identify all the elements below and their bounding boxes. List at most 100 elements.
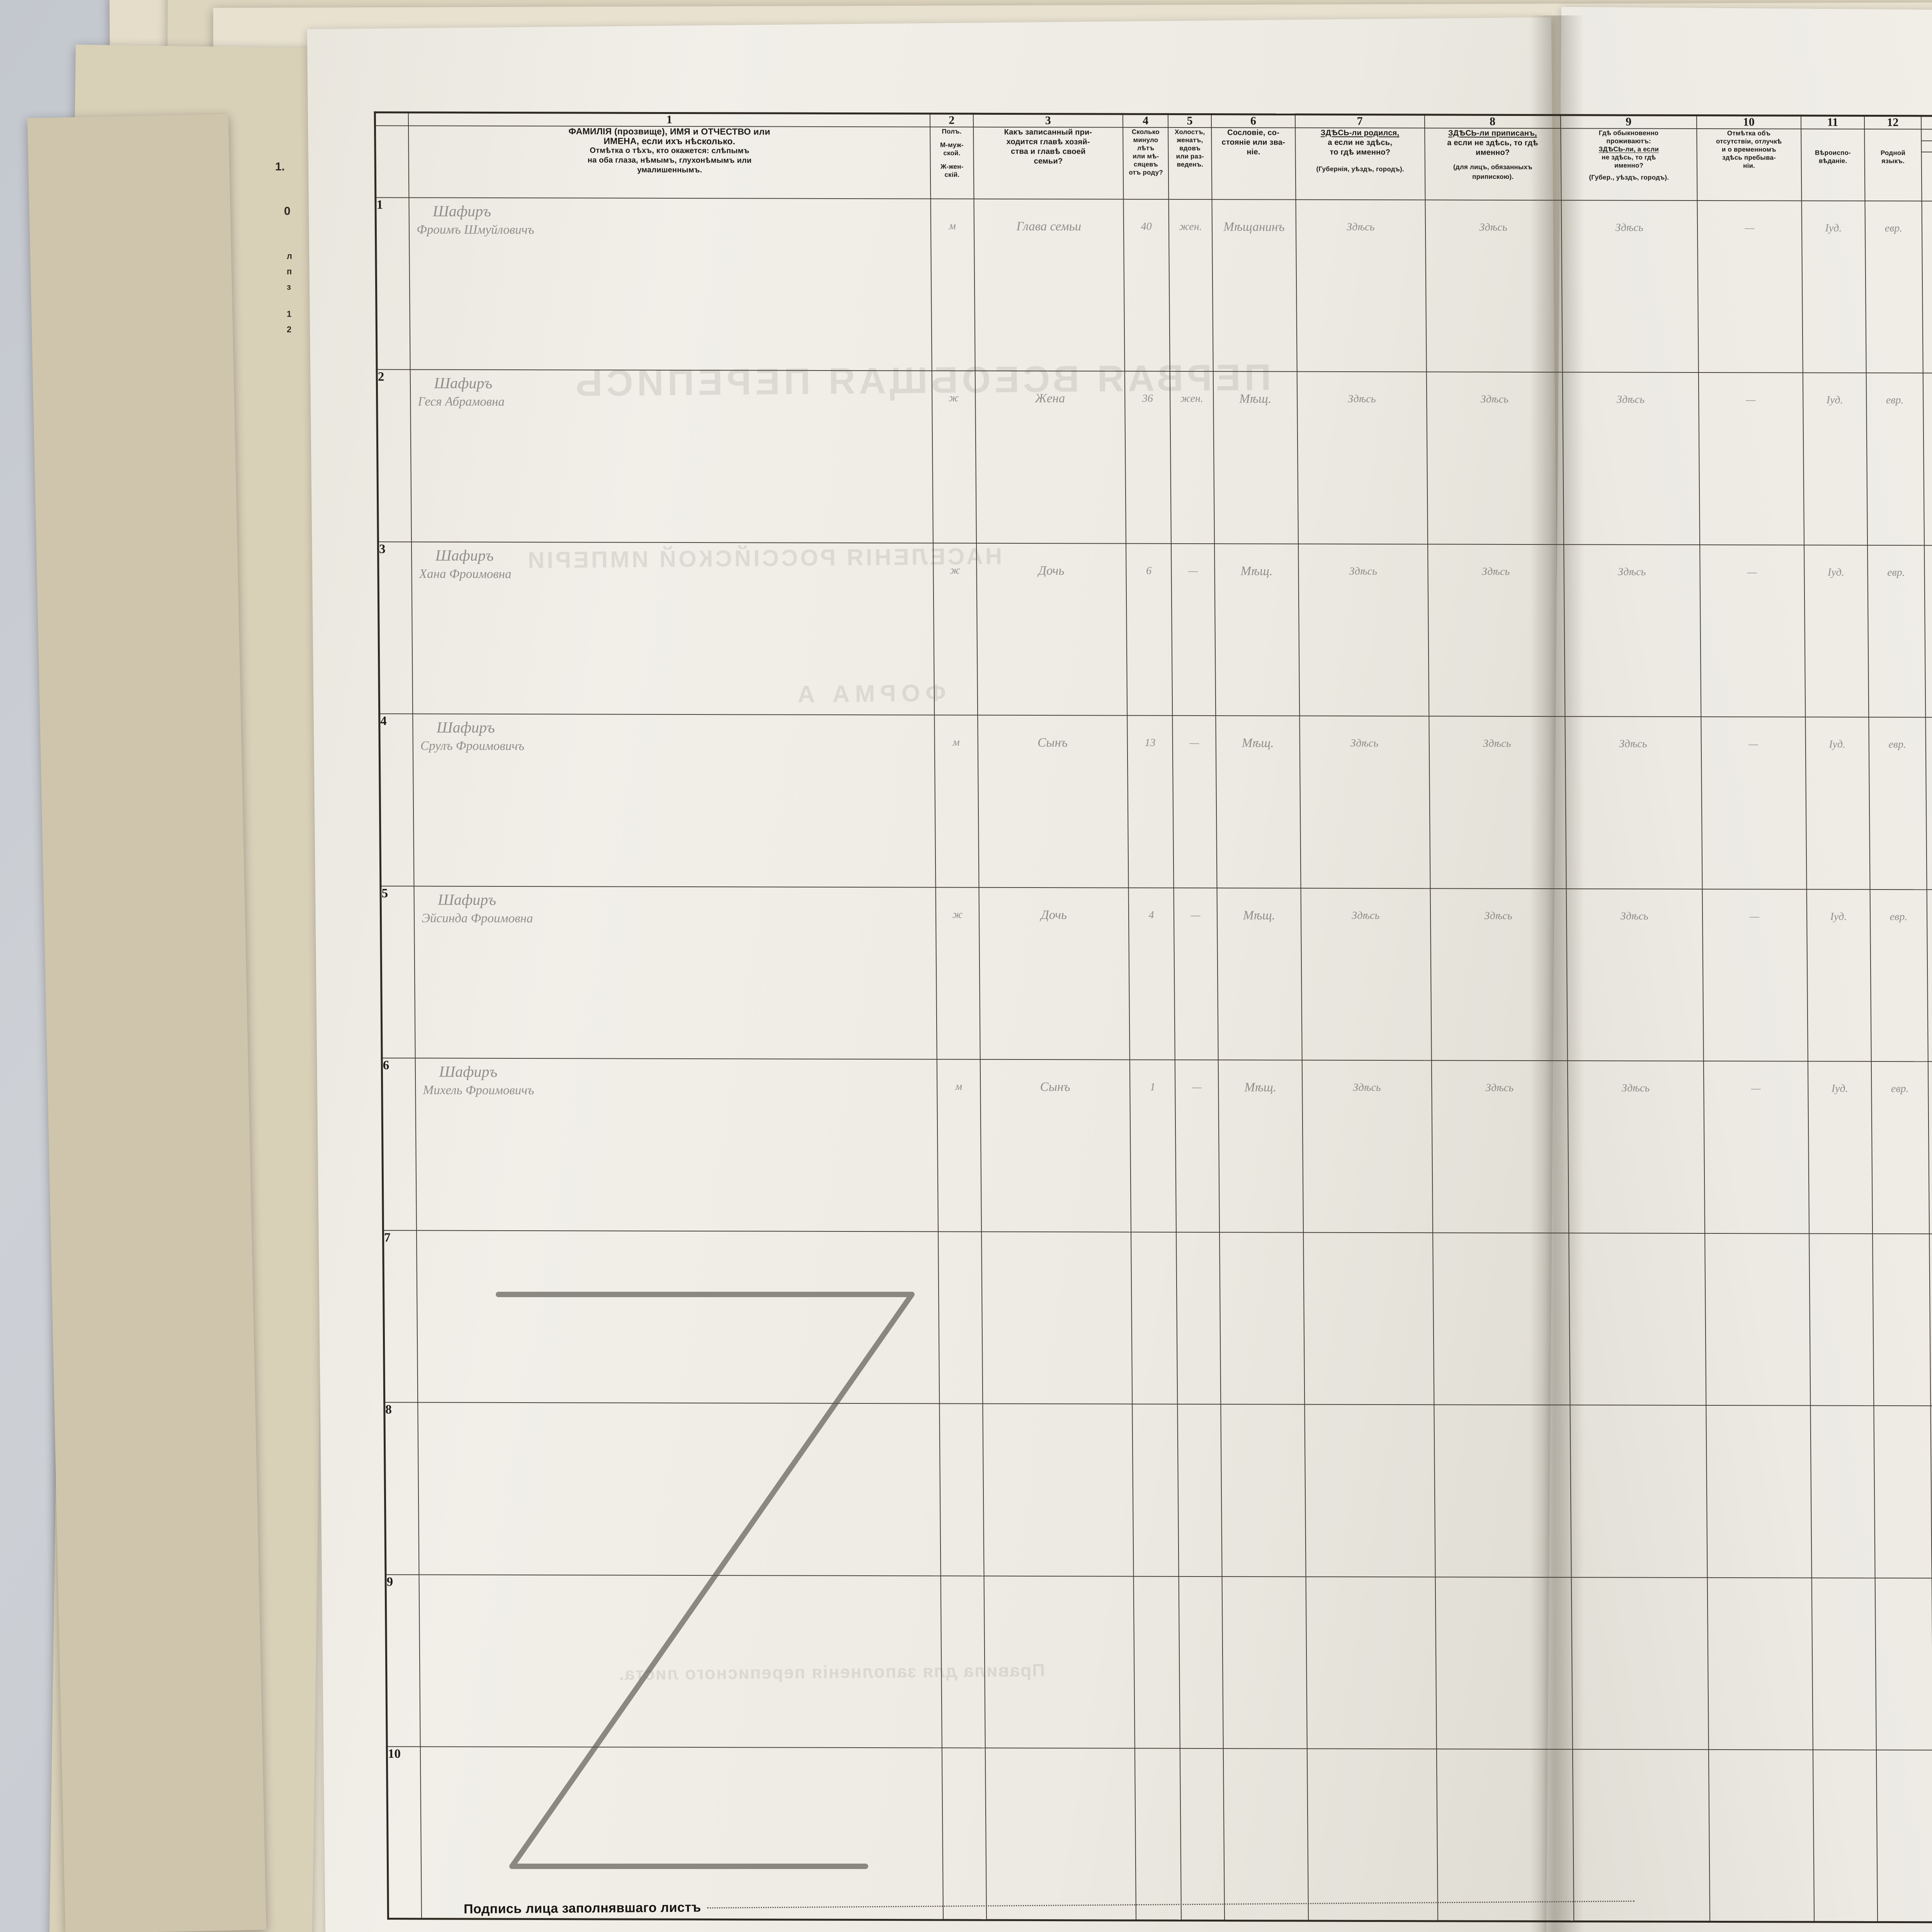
table-row[interactable]: 2 Шафиръ Геся Абрамовна ж Жена 36 жен. Мѣщ. Здѣс…	[377, 369, 1932, 547]
table-row[interactable]: 3 Шафиръ Хана Фроимовна ж Дочь 6 — Мѣщ. Здѣсь Здѣ…	[378, 541, 1932, 719]
cell-birthplace[interactable]: Здѣсь	[1297, 371, 1428, 544]
cell-assigned[interactable]: Здѣсь	[1429, 716, 1566, 889]
cell-name[interactable]: Шафиръ Эйсиндa Фроимовна	[414, 886, 937, 1060]
cell-relation[interactable]: Дочь	[979, 887, 1130, 1060]
cell-absence[interactable]: —	[1701, 717, 1807, 889]
cell-estate[interactable]: Мѣщ.	[1213, 371, 1298, 544]
cell-age[interactable]: 36	[1124, 371, 1172, 544]
cell-absence[interactable]	[1704, 1233, 1811, 1406]
cell-assigned[interactable]	[1434, 1405, 1571, 1577]
cell-sex[interactable]: м	[930, 199, 975, 371]
cell-age[interactable]	[1131, 1232, 1178, 1404]
cell-age[interactable]: 4	[1128, 888, 1175, 1060]
cell-residence[interactable]	[1571, 1577, 1709, 1750]
cell-literate[interactable]: негр.	[1927, 889, 1932, 1062]
cell-relation[interactable]	[982, 1403, 1134, 1577]
cell-estate[interactable]: Мѣщ.	[1218, 1060, 1304, 1233]
cell-birthplace[interactable]	[1303, 1232, 1434, 1405]
cell-estate[interactable]	[1219, 1232, 1305, 1405]
cell-faith[interactable]: Іуд.	[1808, 1061, 1873, 1234]
cell-literate[interactable]: чит.	[1922, 201, 1932, 373]
cell-sex[interactable]	[939, 1403, 984, 1576]
cell-marital[interactable]	[1180, 1748, 1225, 1921]
cell-absence[interactable]: —	[1698, 372, 1804, 545]
cell-name[interactable]: Шафиръ Фроимъ Шмуйловичъ	[409, 197, 932, 371]
cell-birthplace[interactable]	[1304, 1404, 1435, 1577]
cell-absence[interactable]: —	[1703, 1061, 1809, 1234]
cell-assigned[interactable]: Здѣсь	[1431, 1060, 1569, 1233]
cell-faith[interactable]: Іуд.	[1803, 372, 1868, 545]
cell-name[interactable]	[417, 1230, 940, 1404]
cell-name[interactable]: Шафиръ Срулъ Фроимовичъ	[413, 714, 936, 888]
cell-residence[interactable]: Здѣсь	[1561, 200, 1699, 373]
cell-name[interactable]	[419, 1574, 942, 1748]
cell-sex[interactable]: м	[937, 1059, 981, 1232]
cell-age[interactable]: 13	[1127, 715, 1174, 888]
cell-age[interactable]	[1132, 1404, 1179, 1577]
cell-age[interactable]: 6	[1126, 543, 1173, 716]
table-row[interactable]: 812	[384, 1402, 1932, 1580]
cell-absence[interactable]: —	[1697, 200, 1803, 373]
cell-marital[interactable]: жен.	[1168, 199, 1213, 372]
cell-residence[interactable]	[1570, 1405, 1708, 1578]
cell-sex[interactable]: ж	[933, 543, 978, 715]
cell-absence[interactable]: —	[1699, 544, 1806, 717]
cell-birthplace[interactable]: Здѣсь	[1302, 1060, 1433, 1233]
cell-estate[interactable]: Мѣщ.	[1214, 543, 1300, 716]
cell-birthplace[interactable]: Здѣсь	[1296, 199, 1427, 372]
cell-literate[interactable]: чит.	[1925, 717, 1932, 890]
cell-faith[interactable]	[1809, 1233, 1874, 1406]
cell-birthplace[interactable]: Здѣсь	[1298, 544, 1429, 716]
cell-relation[interactable]: Жена	[975, 371, 1126, 544]
cell-relation[interactable]: Сынъ	[980, 1059, 1131, 1232]
cell-assigned[interactable]	[1435, 1577, 1573, 1750]
cell-age[interactable]: 1	[1129, 1060, 1177, 1232]
cell-faith[interactable]	[1810, 1405, 1875, 1578]
cell-marital[interactable]: —	[1172, 715, 1217, 888]
cell-assigned[interactable]	[1432, 1232, 1570, 1405]
cell-estate[interactable]	[1222, 1576, 1307, 1749]
cell-language[interactable]: евр.	[1866, 373, 1924, 545]
cell-birthplace[interactable]: Здѣсь	[1301, 888, 1432, 1061]
cell-absence[interactable]	[1706, 1405, 1812, 1578]
cell-language[interactable]	[1872, 1233, 1931, 1406]
cell-marital[interactable]	[1179, 1576, 1223, 1749]
cell-faith[interactable]: Іуд.	[1805, 717, 1870, 889]
cell-language[interactable]: евр.	[1869, 717, 1927, 889]
cell-faith[interactable]: Іуд.	[1806, 889, 1871, 1062]
cell-language[interactable]	[1874, 1405, 1932, 1578]
cell-faith[interactable]: Іуд.	[1804, 545, 1869, 718]
cell-estate[interactable]: Мѣщанинъ	[1212, 199, 1297, 372]
cell-estate[interactable]	[1223, 1748, 1309, 1921]
cell-absence[interactable]: —	[1702, 889, 1808, 1061]
cell-residence[interactable]: Здѣсь	[1562, 372, 1700, 545]
table-row[interactable]: 1 Шафиръ Фроимъ Шмуйловичъ м Глава семьи 40 же…	[375, 197, 1932, 375]
cell-marital[interactable]: —	[1171, 543, 1216, 716]
cell-estate[interactable]: Мѣщ.	[1216, 716, 1301, 888]
cell-relation[interactable]	[984, 1576, 1135, 1748]
cell-name[interactable]: Шафиръ Хана Фроимовна	[412, 542, 935, 715]
table-row[interactable]: 5 Шафиръ Эйсиндa Фроимовна ж Дочь 4 — Мѣщ. Здѣсь…	[380, 886, 1932, 1063]
cell-sex[interactable]: ж	[935, 887, 980, 1060]
cell-sex[interactable]	[940, 1575, 985, 1748]
table-row[interactable]: 6 Шафиръ Михель Фроимовичъ м Сынъ 1 — Мѣщ. Здѣсь…	[382, 1058, 1932, 1235]
cell-language[interactable]: евр.	[1867, 545, 1926, 718]
cell-relation[interactable]: Сынъ	[977, 715, 1129, 888]
cell-literate[interactable]: негр.	[1924, 545, 1932, 718]
cell-age[interactable]	[1133, 1576, 1180, 1748]
cell-marital[interactable]: —	[1173, 888, 1218, 1060]
cell-relation[interactable]	[985, 1748, 1136, 1921]
cell-language[interactable]: евр.	[1871, 1061, 1929, 1234]
cell-residence[interactable]: Здѣсь	[1563, 544, 1701, 717]
cell-marital[interactable]	[1176, 1232, 1221, 1405]
cell-sex[interactable]	[942, 1748, 986, 1920]
cell-language[interactable]: евр.	[1870, 889, 1928, 1062]
cell-marital[interactable]	[1177, 1404, 1222, 1577]
cell-faith[interactable]: Іуд.	[1801, 201, 1866, 373]
cell-name[interactable]: Шафиръ Геся Абрамовна	[410, 369, 934, 543]
cell-relation[interactable]	[981, 1231, 1133, 1404]
cell-relation[interactable]: Глава семьи	[974, 199, 1125, 371]
cell-language[interactable]	[1875, 1578, 1932, 1750]
cell-name[interactable]	[418, 1402, 941, 1576]
cell-residence[interactable]: Здѣсь	[1565, 716, 1702, 889]
